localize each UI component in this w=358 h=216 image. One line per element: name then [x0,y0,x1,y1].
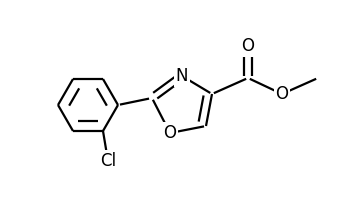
Text: O: O [242,37,255,55]
Text: O: O [164,124,176,142]
Text: Cl: Cl [100,152,116,170]
Text: N: N [176,67,188,85]
Text: O: O [276,85,289,103]
